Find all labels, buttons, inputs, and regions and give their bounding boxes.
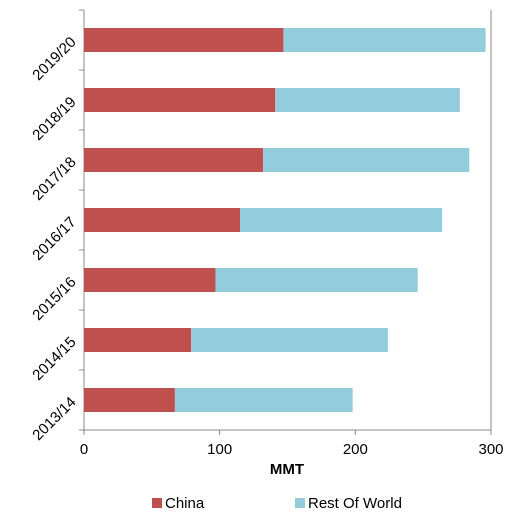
x-tick-label: 200 <box>343 441 368 458</box>
bar <box>263 148 470 172</box>
legend-swatch <box>152 498 162 508</box>
y-tick-label: 2015/16 <box>29 274 79 324</box>
bar <box>84 388 175 412</box>
bar <box>84 88 276 112</box>
y-tick-label: 2017/18 <box>29 154 79 204</box>
bar <box>84 328 192 352</box>
x-tick-label: 300 <box>478 441 503 458</box>
bar <box>191 328 388 352</box>
y-tick-label: 2018/19 <box>29 94 79 144</box>
bar <box>84 148 264 172</box>
x-tick-label: 100 <box>207 441 232 458</box>
bar <box>275 88 460 112</box>
y-tick-label: 2016/17 <box>29 214 79 264</box>
bar <box>215 268 418 292</box>
bar <box>283 28 486 52</box>
x-axis-label: MMT <box>270 461 304 478</box>
y-tick-label: 2014/15 <box>29 334 79 384</box>
bar <box>84 268 216 292</box>
legend-swatch <box>295 498 305 508</box>
y-tick-label: 2019/20 <box>29 34 79 84</box>
bar <box>84 208 241 232</box>
bar <box>240 208 443 232</box>
legend-label: China <box>165 495 205 512</box>
bar <box>174 388 353 412</box>
x-tick-label: 0 <box>80 441 88 458</box>
bar <box>84 28 284 52</box>
legend-label: Rest Of World <box>308 495 402 512</box>
y-tick-label: 2013/14 <box>29 394 79 444</box>
